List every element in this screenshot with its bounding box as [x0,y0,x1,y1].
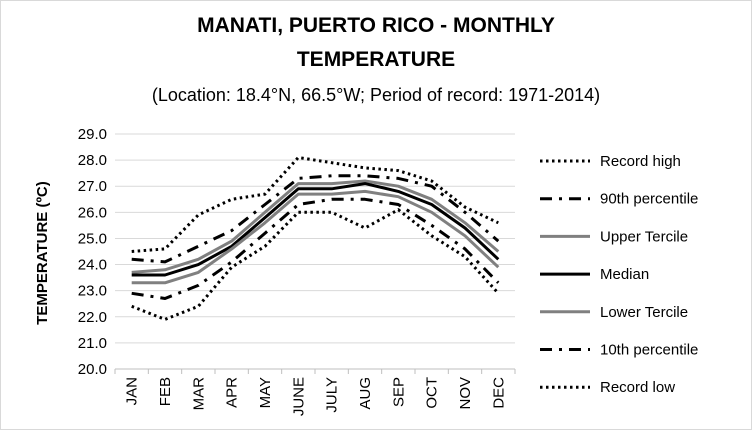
x-tick-label: JAN [124,377,141,405]
x-tick-label: NOV [457,377,474,410]
y-tick-label: 27.0 [78,178,107,195]
series-line-2 [131,179,500,274]
legend-label-5: 10th percentile [600,342,698,359]
legend-label-4: Lower Tercile [600,304,688,321]
x-tick-label: OCT [424,377,441,409]
series-line-4 [131,189,500,285]
x-tick-label: JUNE [290,377,307,416]
x-tick-label: AUG [357,377,374,410]
x-tick-label: JULY [324,377,341,413]
y-tick-label: 21.0 [78,335,107,352]
series-line-0 [131,156,499,253]
chart-subtitle: (Location: 18.4°N, 66.5°W; Period of rec… [152,85,600,105]
y-tick-label: 24.0 [78,257,107,274]
series-line-3 [131,182,500,277]
x-tick-label: FEB [157,377,174,406]
y-axis-label: TEMPERATURE (ºC) [34,181,51,325]
x-tick-label: SEP [390,377,407,407]
x-tick-label: APR [224,377,241,408]
y-tick-label: 22.0 [78,309,107,326]
x-tick-label: MAY [257,377,274,408]
series-lines [131,156,500,321]
legend-label-0: Record high [600,153,681,170]
legend-label-2: Upper Tercile [600,228,688,245]
y-tick-label: 20.0 [78,361,107,378]
y-tick-label: 25.0 [78,230,107,247]
series-line-5 [131,197,500,300]
x-tick-label: DEC [490,377,507,409]
y-tick-label: 29.0 [78,126,107,143]
chart-title-line2: TEMPERATURE [297,48,455,71]
chart-title-line1: MANATI, PUERTO RICO - MONTHLY [197,14,555,37]
y-tick-label: 23.0 [78,283,107,300]
legend-label-1: 90th percentile [600,191,698,208]
y-tick-label: 26.0 [78,204,107,221]
legend-label-6: Record low [600,379,675,396]
legend-label-3: Median [600,266,649,283]
series-line-1 [131,174,500,264]
legend: Record high 90th percentile Upper Tercile M… [540,153,698,396]
y-tick-labels: 20.0 21.0 22.0 23.0 24.0 25.0 26.0 27.0 28.0 29.0 [78,126,107,378]
y-tick-label: 28.0 [78,152,107,169]
series-line-6 [131,208,500,321]
x-tick-labels: JAN FEB MAR APR MAY JUNE JULY AUG SEP OCT NOV DEC [114,369,516,416]
x-tick-label: MAR [190,377,207,411]
